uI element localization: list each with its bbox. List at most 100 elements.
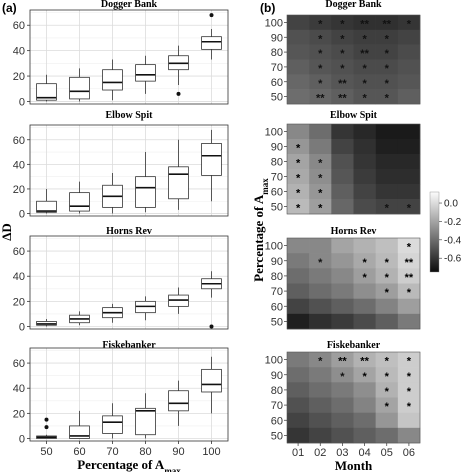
significance-marker: *: [296, 143, 301, 155]
heatmap-cell: [375, 253, 399, 269]
significance-marker: *: [407, 287, 412, 299]
y-tick-label: 0: [19, 209, 25, 221]
heatmap-cell: [375, 397, 399, 413]
y-tick-label: 40: [13, 271, 25, 283]
significance-marker: *: [362, 371, 367, 383]
x-tick-label: 70: [106, 446, 118, 458]
heatmap-cell: [287, 313, 310, 330]
plot-area: [30, 348, 228, 441]
heatmap-cell: [287, 139, 310, 155]
significance-marker: *: [318, 356, 323, 368]
heatmap-cell: [309, 298, 332, 315]
heatmap-cell: [287, 397, 310, 413]
facet-title-0: Dogger Bank: [101, 0, 158, 10]
heatmap-cell: [397, 382, 421, 398]
significance-marker: **: [338, 78, 347, 90]
heatmap-cell: [309, 283, 332, 299]
heatmap-cell: [309, 154, 332, 170]
plot-area: [30, 236, 228, 329]
heatmap-cell: [353, 139, 376, 155]
heatmap-x-tick-label: 01: [292, 447, 304, 459]
significance-marker: *: [318, 63, 323, 75]
heatmap-cell: [397, 238, 421, 254]
significance-marker: *: [318, 158, 323, 170]
y-tick-label: 40: [13, 46, 25, 58]
heatmap-cell: [309, 253, 332, 269]
x-axis-label: Percentage of Amax: [77, 457, 181, 472]
heatmap-y-tick-label: 80: [271, 271, 283, 283]
box-outlier: [44, 417, 49, 422]
significance-marker: *: [407, 18, 412, 30]
y-tick-label: 40: [13, 383, 25, 395]
heatmap-frame: [286, 123, 421, 215]
heatmap-y-tick-label: 100: [265, 17, 283, 29]
heatmap-cell: [375, 313, 399, 330]
significance-marker: *: [318, 188, 323, 200]
x-tick-label: 80: [139, 446, 151, 458]
heatmap-cell: [353, 15, 376, 31]
plot-frame: [29, 9, 229, 105]
heatmap-cell: [331, 15, 354, 31]
heatmap-cell: [353, 124, 376, 140]
heatmap-frame: [286, 14, 421, 105]
heatmap-cell: [397, 74, 421, 90]
heatmap-cell: [287, 382, 310, 398]
heatmap-cell: [397, 199, 421, 215]
y-tick-label: 60: [13, 20, 25, 32]
heatmap-cell: [309, 397, 332, 413]
significance-marker: *: [296, 188, 301, 200]
heatmap-y-axis-label-main: Percentage of A: [251, 194, 266, 282]
heatmap-cell: [309, 44, 332, 60]
heatmap-cell: [353, 313, 376, 330]
heatmap-cell: [287, 29, 310, 45]
significance-marker: *: [407, 203, 412, 215]
heatmap-cell: [309, 15, 332, 31]
heatmap-cell: [309, 199, 332, 215]
heatmap-cell: [353, 238, 376, 254]
heatmap-cell: [331, 154, 354, 170]
heatmap-title-2: Horns Rev: [331, 226, 377, 237]
heatmap-cell: [397, 313, 421, 330]
heatmap-cell: [375, 199, 399, 215]
heatmap-y-tick-label: 100: [265, 355, 283, 367]
colorbar-tick-label: 0.0: [444, 199, 458, 210]
heatmap-cell: [331, 44, 354, 60]
y-tick-label: 0: [19, 321, 25, 333]
heatmap-frame: [286, 237, 421, 330]
significance-marker: *: [385, 78, 390, 90]
box-outlier: [209, 324, 214, 329]
heatmap-cell: [331, 352, 354, 368]
significance-marker: **: [405, 272, 414, 284]
heatmap-cell: [353, 253, 376, 269]
heatmap-cell: [397, 427, 421, 444]
heatmap-y-tick-label: 50: [271, 92, 283, 104]
x-tick-label: 90: [172, 446, 184, 458]
facet-title-2: Horns Rev: [106, 226, 152, 237]
heatmap-cell: [353, 59, 376, 75]
significance-marker: *: [385, 63, 390, 75]
significance-marker: *: [340, 33, 345, 45]
significance-marker: **: [338, 93, 347, 105]
heatmap-cell: [287, 412, 310, 429]
plot-area: [30, 10, 228, 104]
heatmap-panel: Dogger Bank* * ** ** ** * * ** * ** ** * * ** ** * *** **…: [251, 0, 462, 472]
heatmap-cell: [287, 253, 310, 269]
significance-marker: *: [318, 257, 323, 269]
heatmap-y-tick-label: 100: [265, 241, 283, 253]
significance-marker: *: [385, 386, 390, 398]
box-outlier: [44, 425, 49, 430]
heatmap-x-tick-label: 04: [358, 447, 370, 459]
heatmap-cell: [375, 268, 399, 284]
facet-title-1: Elbow Spit: [106, 110, 154, 121]
significance-marker: *: [407, 371, 412, 383]
y-axis-label: ΔD: [0, 223, 14, 241]
heatmap-cell: [375, 184, 399, 200]
heatmap-y-tick-label: 60: [271, 415, 283, 427]
heatmap-cell: [287, 352, 310, 368]
heatmap-cell: [397, 268, 421, 284]
significance-marker: *: [340, 63, 345, 75]
significance-marker: **: [405, 257, 414, 269]
heatmap-y-tick-label: 50: [271, 316, 283, 328]
heatmap-cell: [375, 298, 399, 315]
significance-marker: *: [340, 18, 345, 30]
